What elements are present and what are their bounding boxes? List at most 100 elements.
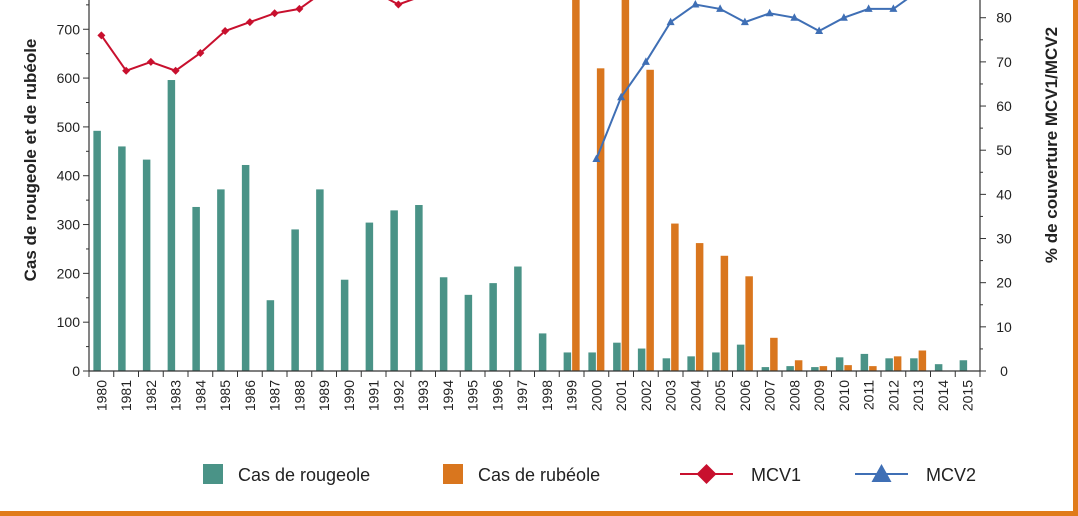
y2-tick-label-40: 40 (996, 186, 1012, 202)
bar-rubeole-2003 (671, 223, 679, 371)
point-mcv2-2009 (815, 26, 824, 34)
point-mcv2-2006 (740, 17, 749, 26)
legend-label-mcv1: MCV1 (751, 465, 801, 485)
x-tick-label-1993: 1993 (415, 380, 431, 411)
bar-rubeole-2009 (819, 366, 828, 371)
line-mcv2-segment-0 (595, 0, 908, 160)
bar-rougeole-2004 (687, 356, 695, 371)
x-tick-label-2008: 2008 (786, 380, 802, 411)
y2-tick-label-50: 50 (996, 142, 1012, 158)
bar-rougeole-2007 (761, 367, 770, 371)
y2-axis-title: % de couverture MCV1/MCV2 (1042, 27, 1061, 263)
point-mcv2-2012 (889, 4, 898, 12)
bar-rougeole-1986 (241, 164, 250, 371)
bar-rubeole-2011 (869, 366, 877, 371)
bar-rougeole-1981 (118, 146, 126, 371)
x-tick-label-1995: 1995 (465, 380, 481, 411)
bar-rougeole-1984 (192, 206, 200, 371)
x-tick-label-1988: 1988 (291, 380, 307, 411)
point-mcv1-1980 (97, 31, 106, 40)
bar-rougeole-1987 (266, 300, 275, 371)
legend-label-cas-de-rub-ole: Cas de rubéole (478, 465, 600, 485)
legend-item-cas-de-rougeole: Cas de rougeole (203, 464, 370, 485)
bar-rougeole-1985 (217, 189, 225, 371)
x-tick-label-2004: 2004 (687, 380, 703, 411)
x-tick-label-2015: 2015 (960, 380, 976, 411)
point-mcv2-2005 (716, 4, 725, 12)
x-tick-label-2011: 2011 (861, 380, 877, 410)
x-tick-label-1998: 1998 (539, 380, 555, 411)
bar-rubeole-2004 (695, 243, 704, 371)
x-tick-label-2013: 2013 (910, 380, 926, 411)
point-mcv2-2010 (839, 13, 848, 21)
x-tick-label-1989: 1989 (316, 380, 332, 411)
bar-rougeole-2015 (959, 360, 968, 371)
bar-rougeole-1993 (415, 205, 423, 371)
bar-rougeole-2014 (934, 364, 943, 371)
y2-tick-label-60: 60 (996, 98, 1012, 114)
legend: Cas de rougeole Cas de rubéole MCV1 MCV2 (203, 464, 976, 485)
y2-tick-label-0: 0 (1000, 363, 1008, 379)
x-tick-label-1991: 1991 (366, 380, 382, 411)
bar-rubeole-2006 (745, 276, 753, 371)
bar-rougeole-2002 (637, 348, 646, 371)
y-tick-label-100: 100 (57, 314, 81, 330)
legend-item-cas-de-rub-ole: Cas de rubéole (443, 464, 600, 485)
y2-tick-label-80: 80 (996, 10, 1012, 26)
point-mcv2-2011 (864, 4, 873, 12)
point-mcv1-1982 (146, 57, 155, 66)
bar-rougeole-2011 (860, 353, 869, 371)
y-tick-label-600: 600 (57, 70, 81, 86)
bar-rougeole-1983 (167, 80, 176, 371)
x-tick-label-1996: 1996 (489, 380, 505, 411)
x-tick-label-2003: 2003 (663, 380, 679, 411)
point-mcv2-2002 (641, 57, 650, 65)
y-tick-label-300: 300 (57, 217, 81, 233)
point-mcv2-2003 (666, 17, 675, 26)
bar-rougeole-1996 (489, 283, 497, 371)
line-mcv1-segment-0 (100, 0, 414, 72)
bar-rougeole-1980 (93, 130, 101, 371)
bar-rubeole-2008 (794, 360, 803, 371)
x-tick-label-2002: 2002 (638, 380, 654, 411)
bar-rubeole-1999 (572, 0, 580, 371)
y2-tick-label-30: 30 (996, 231, 1012, 247)
bar-rougeole-2013 (910, 358, 918, 371)
bar-rubeole-2012 (893, 356, 902, 371)
bar-rougeole-2009 (811, 367, 819, 371)
bar-rougeole-1999 (563, 352, 572, 371)
legend-marker-mcv2 (871, 464, 892, 482)
point-mcv2-2000 (592, 154, 601, 163)
bar-rubeole-2005 (720, 255, 729, 371)
bar-rougeole-2005 (712, 352, 720, 371)
legend-swatch-cas-de-rougeole (203, 464, 223, 484)
y2-tick-label-20: 20 (996, 275, 1012, 291)
y-tick-label-400: 400 (57, 168, 81, 184)
x-tick-label-2007: 2007 (762, 380, 778, 411)
point-mcv2-2008 (790, 13, 799, 21)
x-tick-label-2006: 2006 (737, 380, 753, 411)
point-mcv2-2004 (691, 0, 700, 8)
bar-rougeole-1994 (439, 277, 448, 371)
bar-rougeole-2000 (588, 352, 596, 371)
x-tick-label-2001: 2001 (613, 380, 629, 411)
bar-rougeole-1990 (340, 279, 349, 371)
bar-rubeole-2010 (844, 365, 852, 371)
bar-rougeole-1995 (464, 294, 473, 371)
x-tick-label-2005: 2005 (712, 380, 728, 411)
point-mcv1-1986 (245, 18, 254, 27)
point-mcv1-1992 (394, 0, 403, 9)
legend-marker-mcv1 (696, 464, 717, 484)
x-tick-label-1983: 1983 (168, 380, 184, 411)
point-mcv1-1988 (295, 4, 304, 13)
y-axis-title: Cas de rougeole et de rubéole (21, 39, 40, 282)
bar-rubeole-2000 (596, 68, 605, 371)
x-tick-label-1992: 1992 (390, 380, 406, 411)
bar-rougeole-1992 (390, 210, 398, 371)
bar-rubeole-2007 (770, 337, 778, 371)
point-mcv2-2001 (617, 92, 626, 101)
bar-rubeole-2013 (918, 350, 927, 371)
bar-rougeole-2003 (662, 358, 671, 371)
point-mcv2-2007 (765, 8, 774, 17)
